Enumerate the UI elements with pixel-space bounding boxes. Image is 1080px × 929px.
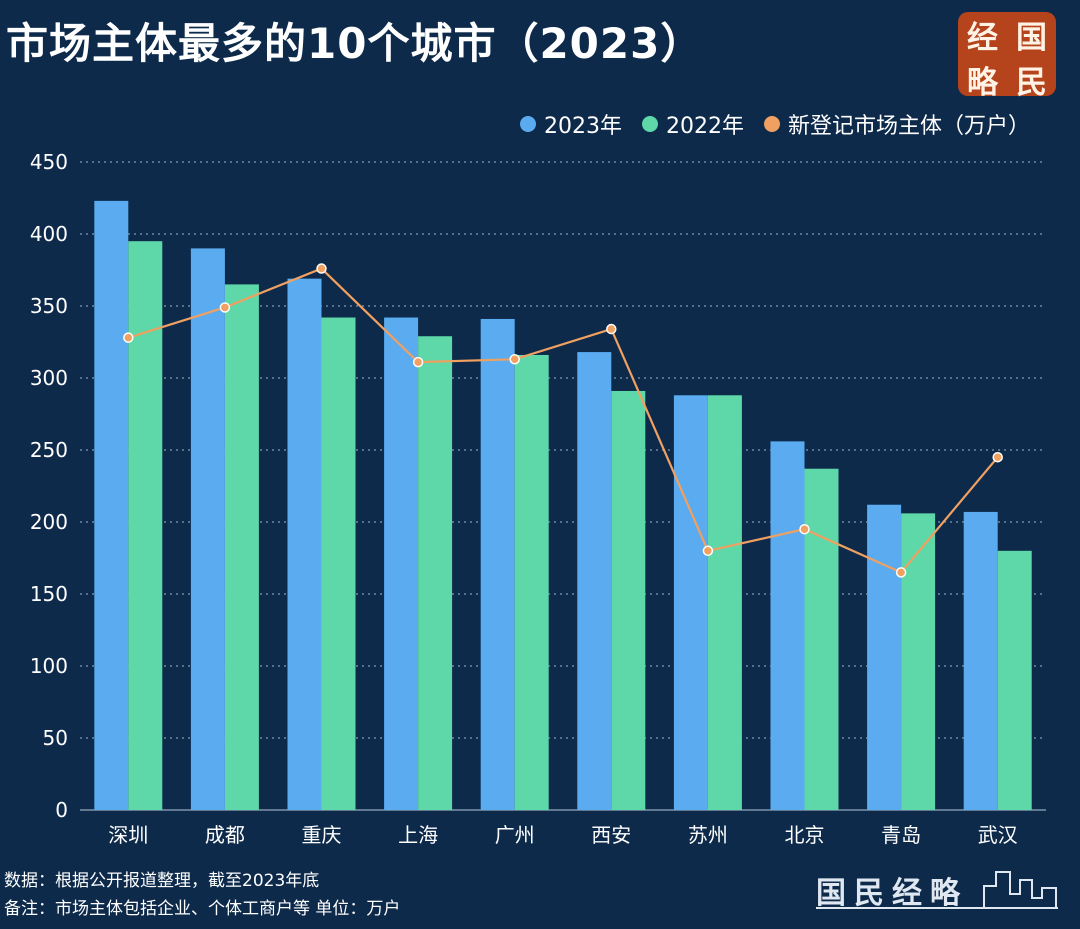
line-point [219,302,231,313]
bar-2022 [707,395,742,810]
x-axis: 深圳 成都 重庆 上海 广州 西安 苏州 北京 青岛 武汉 [108,823,1017,847]
legend-label-new: 新登记市场主体（万户） [788,114,1031,139]
line-point [799,523,810,535]
bar-2023 [577,352,612,810]
y-tick-label: 300 [30,366,68,390]
chart-title: 市场主体最多的10个城市（2023） [6,19,704,68]
legend-label-2022: 2022年 [666,114,744,139]
line-point [509,354,520,365]
x-tick-label: 苏州 [688,823,728,847]
bar-2023 [287,278,322,810]
line-series [123,263,1003,578]
bar-2023 [963,511,998,810]
y-tick-label: 100 [30,654,68,678]
bar-2022 [901,513,936,810]
legend-item-2022: 2022年 [642,108,744,140]
watermark-text: 国民经略 [816,876,968,911]
brand-logo: 经 国 略 民 [958,12,1056,101]
watermark-logo: 国民经略 [816,866,1066,912]
bars [94,200,1032,810]
y-tick-label: 450 [30,150,68,174]
x-tick-label: 北京 [785,823,825,847]
chart-legend: 2023年 2022年 新登记市场主体（万户） [520,108,1030,140]
bar-2022 [611,390,646,810]
bar-2023 [384,317,419,810]
line-point [123,332,134,343]
line-point [412,356,424,368]
bar-2023 [190,248,225,810]
brand-char-3: 略 [967,65,998,101]
x-tick-label: 西安 [591,823,631,847]
bar-2022 [128,241,163,810]
bar-2023 [770,441,805,810]
line-point [702,545,714,557]
bar-2023 [673,395,708,810]
new-registration-line [127,267,999,574]
bar-2022 [224,284,259,810]
y-tick-label: 250 [30,438,68,462]
line-point [895,567,907,578]
y-tick-label: 350 [30,294,68,318]
x-tick-label: 深圳 [108,823,148,847]
bar-2022 [997,550,1032,810]
x-tick-label: 成都 [205,823,245,847]
line-point [992,451,1003,463]
bar-2022 [321,317,356,810]
legend-label-2023: 2023年 [544,114,622,139]
line-point [316,263,327,274]
legend-item-new: 新登记市场主体（万户） [764,108,1030,140]
remark-note: 备注：市场主体包括企业、个体工商户等 单位：万户 [4,899,401,919]
brand-char-4: 民 [1016,65,1047,101]
legend-swatch-2022 [642,116,658,132]
skyline-icon [816,871,1058,909]
legend-swatch-new [764,116,780,132]
x-tick-label: 青岛 [881,823,921,847]
y-tick-label: 200 [30,510,68,534]
bar-2023 [867,504,902,810]
x-tick-label: 重庆 [302,823,342,847]
x-tick-label: 武汉 [978,823,1018,847]
bar-2023 [480,318,515,810]
bar-2022 [514,354,549,810]
bar-2022 [804,468,839,810]
x-tick-label: 广州 [495,823,535,847]
legend-item-2023: 2023年 [520,108,622,140]
brand-char-2: 国 [1016,20,1047,56]
y-tick-label: 0 [55,798,68,822]
bar-2022 [418,336,453,810]
x-tick-label: 上海 [398,823,438,847]
line-point [606,323,617,335]
y-tick-label: 150 [30,582,68,606]
y-tick-label: 400 [30,222,68,246]
legend-swatch-2023 [520,116,536,132]
brand-char-1: 经 [967,20,998,56]
y-tick-label: 50 [43,726,68,750]
bar-2023 [94,200,129,810]
source-note: 数据：根据公开报道整理，截至2023年底 [4,871,320,891]
